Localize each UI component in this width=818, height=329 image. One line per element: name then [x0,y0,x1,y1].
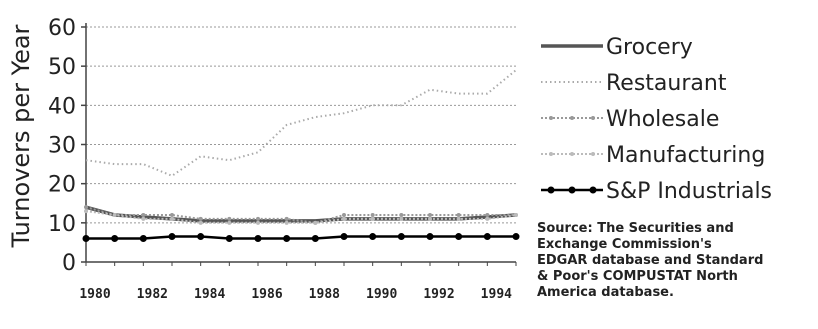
data-point-manufacturing [256,220,260,225]
data-point-s-p-industrials [82,235,90,242]
legend-marker-s-p-industrials [589,186,597,194]
legend-label-manufacturing: Manufacturing [606,143,765,168]
data-point-s-p-industrials [311,235,319,242]
y-tick-label: 20 [48,173,76,198]
data-point-wholesale [170,213,174,217]
y-tick-label: 60 [48,16,76,41]
y-tick-label: 0 [62,251,76,276]
data-point-manufacturing [514,213,518,217]
data-point-s-p-industrials [283,235,291,242]
data-point-wholesale [141,213,146,217]
data-point-manufacturing [485,216,490,221]
data-point-manufacturing [313,220,318,225]
x-tick-label: 1990 [366,287,397,302]
data-point-s-p-industrials [512,233,520,241]
legend-marker-wholesale [549,116,553,120]
y-tick-label: 40 [48,94,76,119]
x-tick-label: 1994 [481,287,512,302]
data-point-wholesale [256,216,260,221]
legend-label-restaurant: Restaurant [606,71,727,96]
series-lines [82,69,520,242]
data-point-wholesale [485,213,490,217]
data-point-s-p-industrials [483,233,491,241]
series-line-manufacturing [85,210,517,224]
legend-marker-manufacturing [591,152,595,156]
data-point-wholesale [370,213,375,217]
data-point-s-p-industrials [426,233,434,241]
series-line-s-p-industrials [86,235,516,240]
legend-marker-manufacturing [570,152,574,156]
data-point-s-p-industrials [225,235,233,242]
data-point-wholesale [456,213,461,217]
data-point-manufacturing [370,216,375,221]
data-point-manufacturing [198,220,203,225]
data-point-s-p-industrials [111,235,119,242]
data-point-wholesale [84,205,88,210]
data-point-manufacturing [456,216,461,221]
legend-label-s-p-industrials: S&P Industrials [606,179,772,204]
x-tick-label: 1982 [137,287,168,302]
data-point-manufacturing [112,213,117,217]
x-tick-label: 1988 [309,287,340,302]
data-point-manufacturing [428,216,432,221]
data-point-manufacturing [399,216,404,221]
data-point-s-p-industrials [455,233,463,241]
data-point-wholesale [198,216,203,221]
legend-label-wholesale: Wholesale [606,107,719,132]
data-point-wholesale [428,213,432,217]
data-point-manufacturing [227,220,232,225]
data-point-wholesale [399,213,404,217]
grid-lines [86,26,516,224]
legend-marker-s-p-industrials [568,186,576,194]
legend-label-grocery: Grocery [606,35,693,60]
data-point-s-p-industrials [139,235,147,242]
data-point-manufacturing [84,209,88,214]
y-axis-label: Turnovers per Year [7,24,35,248]
data-point-wholesale [284,216,289,221]
legend-marker-wholesale [591,116,595,120]
data-point-s-p-industrials [397,233,405,241]
series-line-restaurant [85,69,517,177]
data-point-manufacturing [141,216,146,221]
data-point-s-p-industrials [369,233,377,241]
x-tick-labels: 1980 1982 1984 1986 1988 1990 1992 1994 [79,262,517,302]
data-point-manufacturing [342,216,346,221]
x-tick-label: 1986 [251,287,282,302]
source-note: Source: The Securities and Exchange Comm… [537,221,764,300]
data-point-s-p-industrials [340,233,348,241]
data-point-wholesale [342,213,346,217]
x-tick-label: 1984 [194,287,225,302]
y-tick-label: 10 [48,212,76,237]
legend-marker-manufacturing [549,152,553,156]
series-line-wholesale [85,206,516,224]
data-point-s-p-industrials [168,233,176,241]
y-tick-label: 50 [48,55,76,80]
data-point-wholesale [227,216,232,221]
legend-marker-wholesale [570,116,574,120]
data-point-manufacturing [170,216,174,221]
y-tick-labels: 0 10 20 30 40 50 60 [48,16,86,276]
legend-marker-s-p-industrials [547,186,555,194]
legend: Grocery Restaurant Wholesale Manufacturing S… [541,35,772,204]
data-point-s-p-industrials [197,233,205,241]
x-tick-label: 1980 [79,287,110,302]
data-point-s-p-industrials [254,235,262,242]
y-tick-label: 30 [48,134,76,159]
data-point-manufacturing [284,220,289,225]
x-tick-label: 1992 [423,287,454,302]
